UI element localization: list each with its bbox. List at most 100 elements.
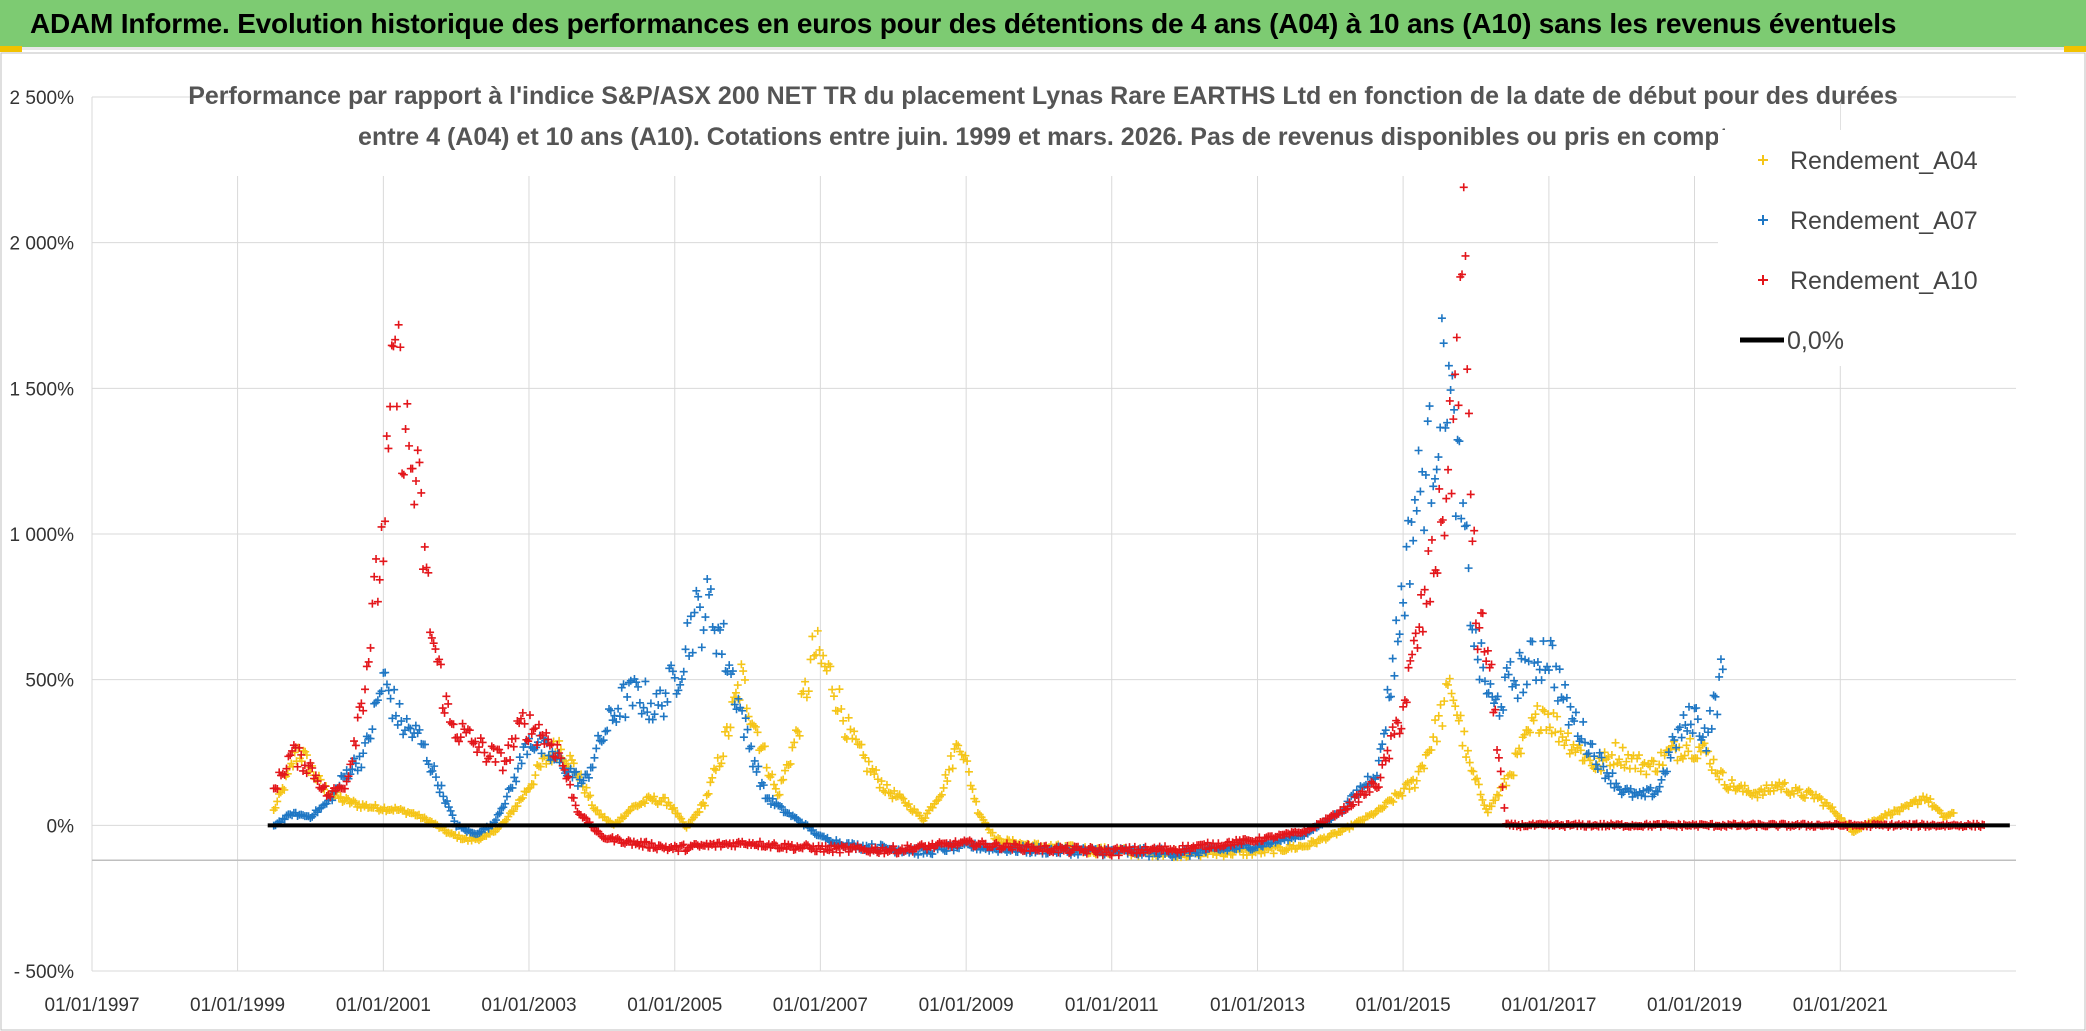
data-point [1038, 847, 1047, 856]
x-tick-label: 01/01/2021 [1793, 995, 1888, 1016]
data-point [1795, 785, 1804, 794]
data-point [1305, 841, 1314, 850]
data-point [1445, 396, 1454, 405]
data-point [422, 563, 431, 572]
data-point [954, 741, 963, 750]
data-point [402, 714, 411, 723]
data-point [1653, 787, 1662, 796]
data-point [1389, 797, 1398, 806]
data-point [1412, 776, 1421, 785]
data-point [1718, 768, 1727, 777]
data-point [1601, 774, 1610, 783]
data-point [872, 766, 881, 775]
data-point [634, 682, 643, 691]
data-point [1334, 809, 1343, 818]
y-tick-label: 2 000% [10, 234, 75, 255]
data-point [370, 572, 379, 581]
data-point [1516, 749, 1525, 758]
data-point [1434, 453, 1443, 462]
data-point [724, 731, 733, 740]
data-point [1454, 401, 1463, 410]
data-point [901, 846, 910, 855]
data-point [1473, 655, 1482, 664]
chart-title-line2: entre 4 (A04) et 10 ans (A10). Cotations… [358, 123, 1729, 151]
data-point [1830, 807, 1839, 816]
data-point [350, 737, 359, 746]
data-point [1376, 744, 1385, 753]
data-point [518, 793, 527, 802]
data-point [851, 735, 860, 744]
data-point [454, 737, 463, 746]
data-point [1200, 840, 1209, 849]
data-point [284, 752, 293, 761]
data-point [961, 751, 970, 760]
data-point [428, 766, 437, 775]
data-point [431, 645, 440, 654]
data-point [935, 838, 944, 847]
data-point [670, 673, 679, 682]
legend-label: Rendement_A07 [1790, 207, 1978, 235]
data-point [1753, 793, 1762, 802]
data-point [941, 770, 950, 779]
data-point [1549, 709, 1558, 718]
data-point [1565, 749, 1574, 758]
data-point [313, 808, 322, 817]
data-point [635, 841, 644, 850]
chart-title-line1: Performance par rapport à l'indice S&P/A… [188, 82, 1898, 110]
data-point [1266, 840, 1275, 849]
data-point [1386, 692, 1395, 701]
data-point [1528, 637, 1537, 646]
data-point [1466, 490, 1475, 499]
data-point [1381, 726, 1390, 735]
data-point [337, 771, 346, 780]
data-point [1232, 845, 1241, 854]
data-point [1686, 720, 1695, 729]
data-point [1498, 783, 1507, 792]
data-point [1107, 851, 1116, 860]
data-point [1477, 639, 1486, 648]
data-point [1459, 499, 1468, 508]
data-point [906, 842, 915, 851]
report-title: ADAM Informe. Evolution historique des p… [30, 8, 1897, 39]
data-point [555, 736, 564, 745]
data-point [1323, 833, 1332, 842]
data-point [1416, 487, 1425, 496]
data-point [1660, 751, 1669, 760]
data-point [476, 734, 485, 743]
data-point [882, 780, 891, 789]
data-point [942, 846, 951, 855]
data-point [1475, 623, 1484, 632]
data-point [1458, 741, 1467, 750]
data-point [1436, 700, 1445, 709]
data-point [1888, 810, 1897, 819]
data-point [967, 837, 976, 846]
data-point [415, 725, 424, 734]
data-point [1496, 767, 1505, 776]
data-point [1482, 689, 1491, 698]
data-point [683, 618, 692, 627]
data-point [544, 751, 553, 760]
data-point [1504, 670, 1513, 679]
data-point [1491, 796, 1500, 805]
data-point [612, 717, 621, 726]
data-point [1502, 663, 1511, 672]
data-point [443, 797, 452, 806]
data-point [861, 753, 870, 762]
data-point [1933, 805, 1942, 814]
x-tick-label: 01/01/2007 [773, 995, 868, 1016]
data-point [360, 802, 369, 811]
data-point [1522, 680, 1531, 689]
data-point [603, 726, 612, 735]
data-point [739, 733, 748, 742]
data-point [558, 761, 567, 770]
data-points [267, 183, 2010, 862]
data-point [1114, 851, 1123, 860]
data-point [1667, 741, 1676, 750]
data-point [914, 850, 923, 859]
data-point [1716, 767, 1725, 776]
data-point [839, 716, 848, 725]
data-point [1189, 842, 1198, 851]
data-point [556, 745, 565, 754]
data-point [520, 719, 529, 728]
data-point [403, 808, 412, 817]
